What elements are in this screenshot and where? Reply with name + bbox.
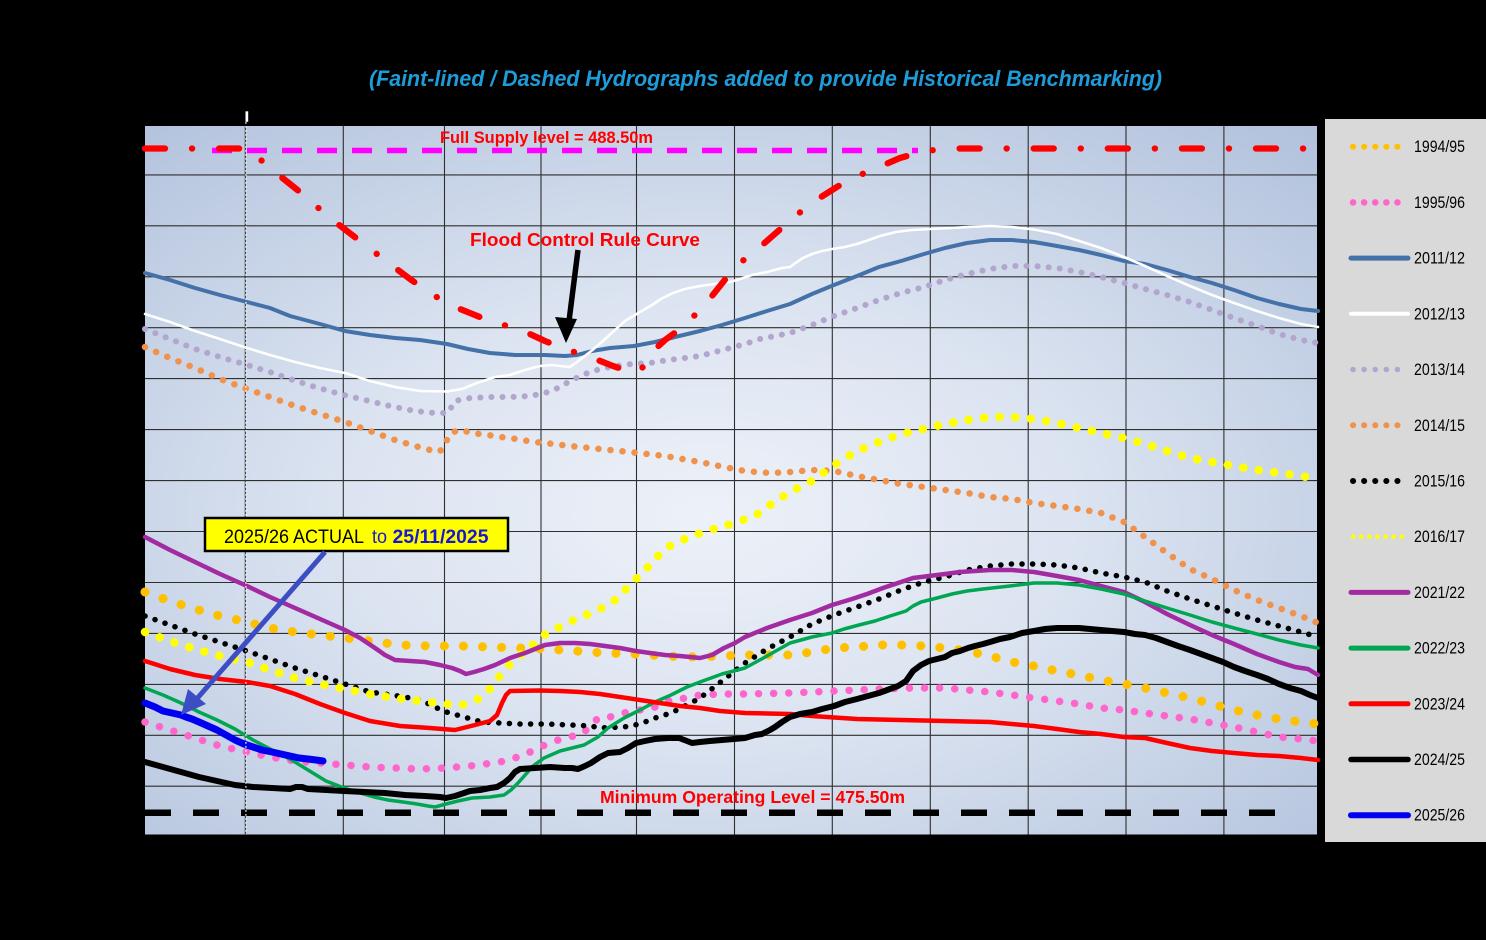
svg-text:2012/13: 2012/13 bbox=[1414, 305, 1465, 323]
svg-text:2014/15: 2014/15 bbox=[1414, 417, 1465, 435]
svg-text:Flood Control Rule Curve: Flood Control Rule Curve bbox=[470, 229, 700, 250]
svg-text:1994/95: 1994/95 bbox=[1414, 138, 1465, 156]
svg-text:2025/26: 2025/26 bbox=[1414, 807, 1465, 825]
svg-text:2021/22: 2021/22 bbox=[1414, 584, 1465, 602]
svg-text:2023/24: 2023/24 bbox=[1414, 695, 1465, 713]
svg-text:2015/16: 2015/16 bbox=[1414, 473, 1465, 491]
svg-text:to: to bbox=[372, 526, 387, 548]
svg-text:2024/25: 2024/25 bbox=[1414, 751, 1465, 769]
svg-text:2025/26 ACTUAL: 2025/26 ACTUAL bbox=[224, 526, 364, 548]
svg-text:1995/96: 1995/96 bbox=[1414, 194, 1465, 212]
svg-text:Minimum Operating Level = 475: Minimum Operating Level = 475.50m bbox=[600, 787, 905, 807]
svg-text:(Faint-lined / Dashed Hydrogra: (Faint-lined / Dashed Hydrographs added … bbox=[369, 66, 1162, 91]
svg-text:25/11/2025: 25/11/2025 bbox=[393, 526, 489, 548]
svg-text:2013/14: 2013/14 bbox=[1414, 361, 1465, 379]
svg-text:Full Supply level = 488.50m: Full Supply level = 488.50m bbox=[440, 128, 653, 147]
svg-text:2016/17: 2016/17 bbox=[1414, 528, 1465, 546]
svg-text:2011/12: 2011/12 bbox=[1414, 250, 1465, 268]
svg-text:2022/23: 2022/23 bbox=[1414, 640, 1465, 658]
